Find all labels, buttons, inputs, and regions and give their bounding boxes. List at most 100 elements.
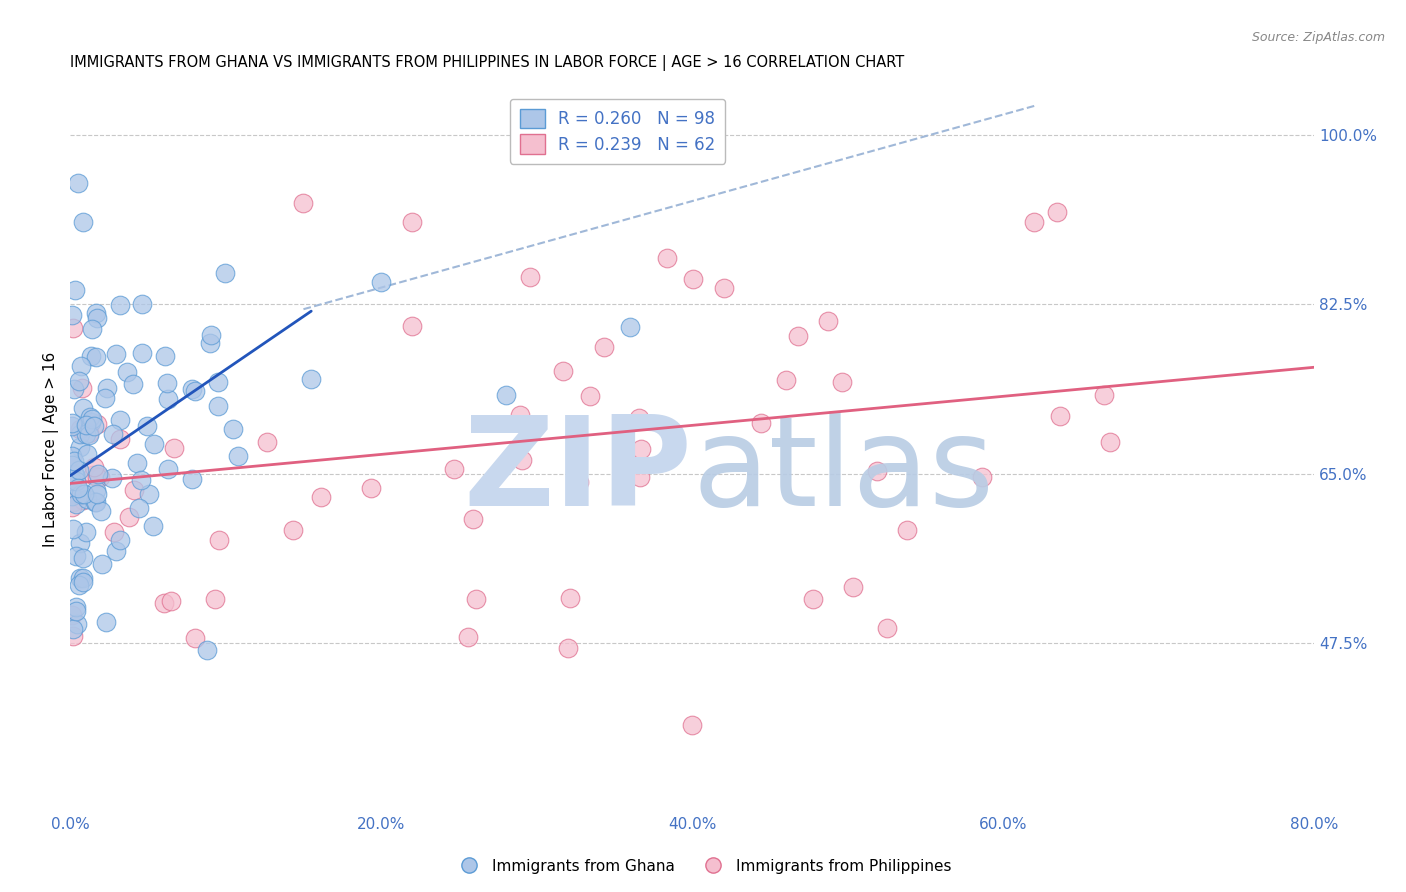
Point	[77, 425, 100, 440]
Point	[464, 592, 486, 607]
Point	[309, 490, 332, 504]
Text: atlas: atlas	[692, 411, 994, 532]
Point	[67, 577, 90, 591]
Point	[108, 298, 131, 312]
Point	[630, 442, 652, 456]
Point	[443, 462, 465, 476]
Point	[866, 464, 889, 478]
Point	[136, 418, 159, 433]
Point	[557, 640, 579, 655]
Point	[299, 372, 322, 386]
Point	[94, 615, 117, 629]
Point	[183, 632, 205, 646]
Point	[152, 596, 174, 610]
Point	[80, 349, 103, 363]
Point	[86, 487, 108, 501]
Point	[204, 591, 226, 606]
Point	[60, 416, 83, 430]
Point	[138, 486, 160, 500]
Point	[83, 418, 105, 433]
Point	[108, 433, 131, 447]
Point	[195, 642, 218, 657]
Point	[80, 415, 103, 429]
Point	[72, 380, 94, 394]
Point	[122, 483, 145, 498]
Point	[84, 350, 107, 364]
Point	[62, 522, 84, 536]
Point	[72, 551, 94, 566]
Point	[142, 519, 165, 533]
Point	[159, 593, 181, 607]
Point	[775, 373, 797, 387]
Point	[628, 470, 651, 484]
Point	[128, 501, 150, 516]
Point	[1092, 388, 1115, 402]
Point	[831, 375, 853, 389]
Point	[156, 392, 179, 407]
Point	[207, 375, 229, 389]
Point	[86, 310, 108, 325]
Point	[628, 411, 651, 425]
Point	[876, 621, 898, 635]
Point	[86, 494, 108, 508]
Point	[207, 400, 229, 414]
Point	[283, 524, 305, 538]
Point	[1099, 434, 1122, 449]
Point	[682, 272, 704, 286]
Point	[84, 306, 107, 320]
Point	[108, 533, 131, 547]
Point	[66, 616, 89, 631]
Point	[110, 413, 132, 427]
Point	[619, 320, 641, 334]
Point	[222, 422, 245, 436]
Point	[62, 629, 84, 643]
Point	[72, 215, 94, 229]
Point	[83, 459, 105, 474]
Point	[63, 468, 86, 483]
Point	[593, 340, 616, 354]
Point	[360, 481, 382, 495]
Point	[60, 474, 83, 488]
Point	[66, 177, 89, 191]
Point	[118, 509, 141, 524]
Point	[972, 469, 994, 483]
Point	[1024, 215, 1046, 229]
Legend: R = 0.260   N = 98, R = 0.239   N = 62: R = 0.260 N = 98, R = 0.239 N = 62	[510, 98, 725, 164]
Point	[82, 467, 104, 482]
Point	[63, 454, 86, 468]
Point	[87, 467, 110, 482]
Point	[72, 575, 94, 590]
Text: ZIP: ZIP	[464, 411, 692, 532]
Point	[73, 487, 96, 501]
Point	[200, 336, 222, 351]
Point	[163, 441, 186, 455]
Point	[60, 458, 83, 473]
Point	[72, 401, 94, 415]
Point	[523, 419, 546, 434]
Point	[495, 388, 517, 402]
Point	[82, 322, 104, 336]
Point	[214, 266, 236, 280]
Point	[115, 365, 138, 379]
Point	[86, 417, 108, 431]
Point	[558, 591, 581, 605]
Point	[62, 622, 84, 636]
Point	[93, 391, 115, 405]
Point	[84, 483, 107, 497]
Point	[72, 572, 94, 586]
Text: IMMIGRANTS FROM GHANA VS IMMIGRANTS FROM PHILIPPINES IN LABOR FORCE | AGE > 16 C: IMMIGRANTS FROM GHANA VS IMMIGRANTS FROM…	[70, 55, 904, 71]
Point	[69, 440, 91, 454]
Point	[401, 215, 423, 229]
Point	[65, 475, 87, 489]
Point	[75, 524, 97, 539]
Point	[96, 381, 118, 395]
Point	[292, 195, 315, 210]
Legend: Immigrants from Ghana, Immigrants from Philippines: Immigrants from Ghana, Immigrants from P…	[449, 853, 957, 880]
Point	[657, 251, 679, 265]
Point	[69, 571, 91, 585]
Point	[70, 359, 93, 373]
Point	[568, 475, 591, 489]
Point	[131, 297, 153, 311]
Point	[75, 417, 97, 432]
Point	[75, 426, 97, 441]
